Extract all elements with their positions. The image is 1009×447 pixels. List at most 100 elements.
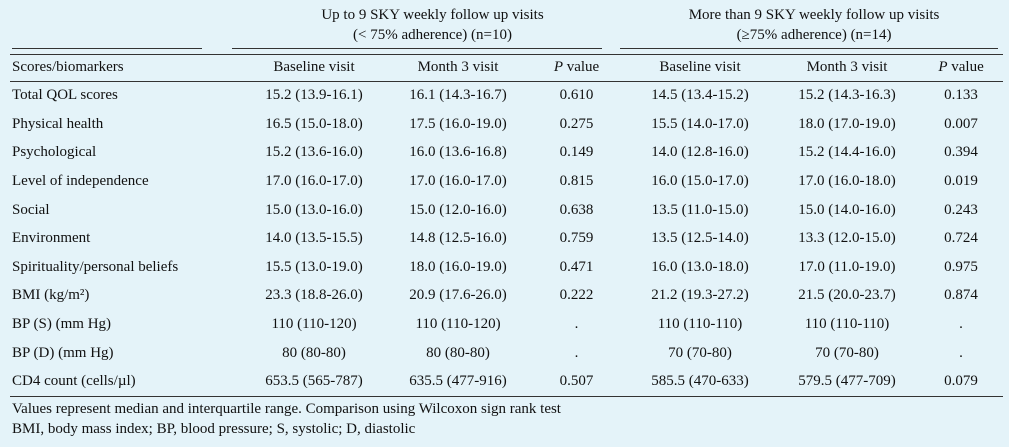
table-row: Social 15.0 (13.0-16.0) 15.0 (12.0-16.0) 0.… [10, 196, 1003, 225]
table-row: BP (S) (mm Hg) 110 (110-120) 110 (110-120)… [10, 310, 1003, 339]
col-header-g1-month3: Month 3 visit [388, 53, 528, 82]
group1-line2: (< 75% adherence) (n=10) [353, 27, 512, 43]
group-header-low-adherence: Up to 9 SKY weekly follow up visits (< 7… [240, 0, 625, 54]
cell-g2-m3: 13.3 (12.0-15.0) [798, 230, 896, 247]
table-row: CD4 count (cells/µl) 653.5 (565-787) 635.5… [10, 367, 1004, 398]
cell-g2-m3: 18.0 (17.0-19.0) [798, 115, 896, 132]
cell-g2-p: 0.079 [919, 367, 1004, 398]
col-header-label: Scores/biomarkers [10, 53, 240, 82]
cell-g1-p: 0.759 [559, 230, 594, 247]
cell-g2-base: 14.0 (12.8-16.0) [651, 144, 749, 161]
table-row: Environment 14.0 (13.5-15.5) 14.8 (12.5-16… [10, 224, 1003, 253]
header-rule-group2 [620, 48, 998, 49]
group1-line1: Up to 9 SKY weekly follow up visits [321, 7, 544, 23]
cell-g2-p: 0.975 [944, 258, 978, 275]
row-label: Environment [12, 230, 91, 247]
cell-g1-p: 0.638 [559, 201, 594, 218]
group2-line1: More than 9 SKY weekly follow up visits [688, 7, 940, 23]
table-row: Level of independence 17.0 (16.0-17.0) 17.… [10, 167, 1003, 196]
cell-g1-m3: 16.1 (14.3-16.7) [409, 87, 507, 104]
cell-g2-base: 21.2 (19.3-27.2) [651, 287, 749, 304]
footnote-stats: Values represent median and interquartil… [12, 401, 561, 417]
cell-g2-base: 16.0 (15.0-17.0) [651, 173, 749, 190]
cell-g1-m3: 16.0 (13.6-16.8) [409, 144, 507, 161]
row-label: Total QOL scores [12, 87, 118, 104]
cell-g2-m3: 17.0 (11.0-19.0) [798, 258, 896, 275]
table-row: Physical health 16.5 (15.0-18.0) 17.5 (16.… [10, 110, 1003, 139]
cell-g1-base: 80 (80-80) [282, 344, 346, 361]
cell-g2-p: 0.874 [944, 287, 978, 304]
cell-g1-p: 0.815 [559, 173, 594, 190]
cell-g2-p: 0.133 [944, 87, 978, 104]
cell-g2-base: 16.0 (13.0-18.0) [651, 258, 749, 275]
group-header-empty [10, 0, 240, 54]
cell-g1-p: 0.149 [559, 144, 594, 161]
results-table: Up to 9 SKY weekly follow up visits (< 7… [10, 0, 1004, 398]
cell-g2-m3: 15.0 (14.0-16.0) [798, 201, 896, 218]
footnote-abbreviations: BMI, body mass index; BP, blood pressure… [12, 421, 416, 437]
table-row: Spirituality/personal beliefs 15.5 (13.0-… [10, 253, 1003, 282]
cell-g1-m3: 14.8 (12.5-16.0) [409, 230, 507, 247]
col-header-g2-pvalue: P value [919, 53, 1004, 82]
cell-g2-base: 110 (110-110) [657, 316, 743, 333]
cell-g1-m3: 80 (80-80) [426, 344, 490, 361]
row-label: Physical health [12, 115, 104, 132]
cell-g1-m3: 18.0 (16.0-19.0) [409, 258, 507, 275]
cell-g2-m3: 21.5 (20.0-23.7) [798, 287, 896, 304]
cell-g2-p: 0.243 [944, 201, 978, 218]
cell-g1-p: . [574, 344, 579, 361]
header-rule-left [12, 48, 202, 49]
cell-g2-p: . [959, 316, 963, 333]
row-label: Social [12, 201, 50, 218]
cell-g1-base: 15.0 (13.0-16.0) [265, 201, 363, 218]
table-body: Total QOL scores 15.2 (13.9-16.1) 16.1 (14… [10, 81, 1004, 398]
cell-g1-p: 0.275 [559, 115, 594, 132]
table-row: Psychological 15.2 (13.6-16.0) 16.0 (13.6-… [10, 139, 1003, 168]
cell-g2-m3: 579.5 (477-709) [775, 367, 920, 398]
row-label: Spirituality/personal beliefs [12, 258, 179, 275]
row-label: BP (S) (mm Hg) [12, 316, 112, 333]
table-row: BP (D) (mm Hg) 80 (80-80) 80 (80-80). 70 (7… [10, 339, 1003, 368]
row-label: Psychological [12, 144, 97, 161]
cell-g1-p: 0.610 [559, 87, 594, 104]
row-label: BP (D) (mm Hg) [12, 344, 114, 361]
row-label: Level of independence [12, 173, 149, 190]
cell-g1-base: 15.5 (13.0-19.0) [265, 258, 363, 275]
cell-g2-m3: 15.2 (14.3-16.3) [798, 87, 896, 104]
table-row: BMI (kg/m²) 23.3 (18.8-26.0) 20.9 (17.6-26… [10, 282, 1003, 311]
cell-g2-base: 13.5 (11.0-15.0) [651, 201, 749, 218]
col-header-g1-pvalue: P value [528, 53, 626, 82]
cell-g1-m3: 15.0 (12.0-16.0) [409, 201, 507, 218]
group-header-row: Up to 9 SKY weekly follow up visits (< 7… [10, 0, 1003, 54]
cell-g2-m3: 17.0 (16.0-18.0) [798, 173, 896, 190]
group-header-high-adherence: More than 9 SKY weekly follow up visits … [625, 0, 1003, 54]
col-header-g2-baseline: Baseline visit [625, 53, 776, 82]
cell-g1-m3: 110 (110-120) [415, 316, 501, 333]
cell-g1-p: . [574, 316, 579, 333]
cell-g1-m3: 17.5 (16.0-19.0) [409, 115, 507, 132]
cell-g1-m3: 635.5 (477-916) [388, 367, 528, 398]
cell-g1-m3: 17.0 (16.0-17.0) [409, 173, 507, 190]
cell-g1-base: 16.5 (15.0-18.0) [265, 115, 363, 132]
cell-g2-m3: 70 (70-80) [815, 344, 879, 361]
group2-line2: (≥75% adherence) (n=14) [736, 27, 892, 43]
row-label: CD4 count (cells/µl) [10, 367, 240, 398]
cell-g2-base: 585.5 (470-633) [625, 367, 776, 398]
cell-g2-base: 15.5 (14.0-17.0) [651, 115, 749, 132]
cell-g2-base: 13.5 (12.5-14.0) [651, 230, 749, 247]
cell-g1-base: 110 (110-120) [271, 316, 357, 333]
cell-g1-p: 0.222 [559, 287, 594, 304]
header-rule-group1 [232, 48, 602, 49]
table-row: Total QOL scores 15.2 (13.9-16.1) 16.1 (14… [10, 81, 1003, 110]
cell-g2-base: 70 (70-80) [668, 344, 732, 361]
row-label: BMI (kg/m²) [12, 287, 90, 304]
cell-g2-base: 14.5 (13.4-15.2) [651, 87, 749, 104]
column-header-row: Scores/biomarkers Baseline visit Month 3… [10, 53, 1004, 82]
cell-g2-p: 0.724 [944, 230, 978, 247]
cell-g2-p: 0.394 [944, 144, 978, 161]
cell-g1-base: 653.5 (565-787) [240, 367, 388, 398]
cell-g1-base: 15.2 (13.6-16.0) [265, 144, 363, 161]
col-header-g2-month3: Month 3 visit [775, 53, 920, 82]
cell-g1-base: 15.2 (13.9-16.1) [265, 87, 363, 104]
